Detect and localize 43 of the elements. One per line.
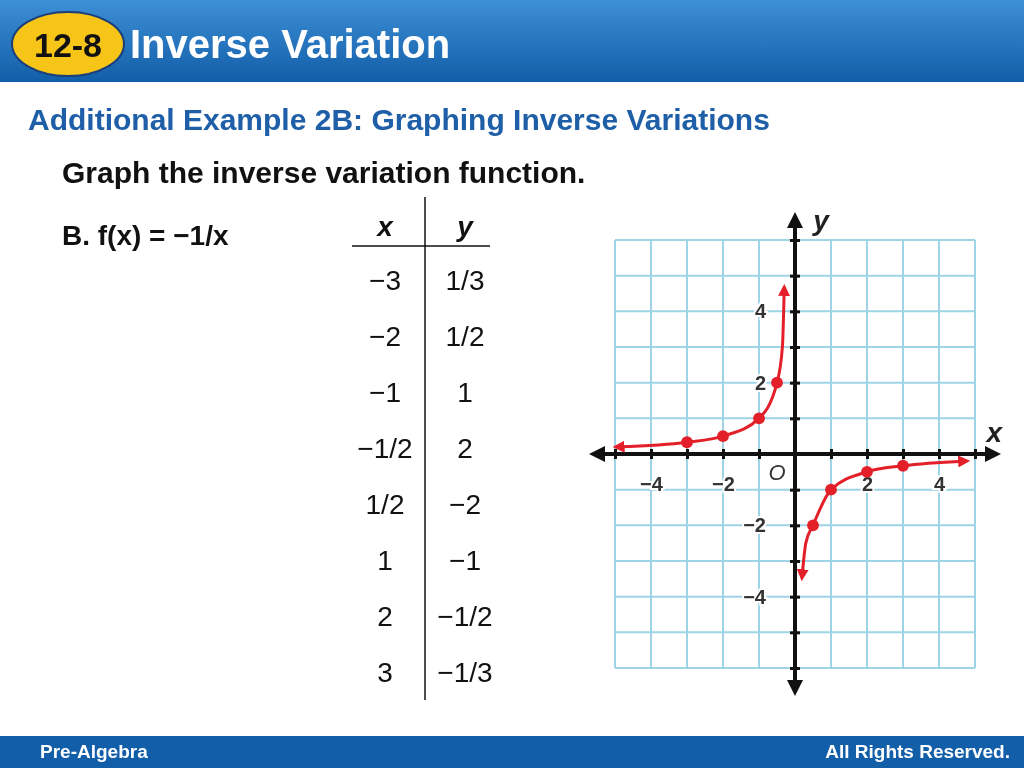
text: −2	[369, 321, 401, 352]
point	[753, 412, 765, 425]
text: 2	[457, 433, 473, 464]
chart-subtitle: Additional Example 2B: Graphing Inverse Variations	[28, 103, 770, 136]
text: x	[377, 211, 393, 242]
text: 12-8	[33, 26, 103, 64]
x-tick-label: 2	[861, 473, 874, 496]
text: Pre-Algebra	[40, 741, 149, 762]
text: −1/2	[357, 433, 413, 464]
text: −1/2	[437, 601, 493, 632]
text: 3	[377, 657, 393, 688]
x-axis-title: x	[984, 417, 1004, 448]
y-tick-label: −4	[743, 585, 767, 608]
point	[825, 483, 837, 496]
y-tick-label: 4	[754, 300, 767, 323]
text: y	[457, 211, 473, 242]
point	[861, 465, 873, 478]
point	[771, 376, 783, 389]
text: Graph the inverse variation function.	[62, 156, 586, 189]
text: B. f(x) = −1/x	[62, 220, 229, 251]
y-axis-title: y	[811, 205, 831, 236]
text: 2	[377, 601, 393, 632]
text: 1/3	[445, 265, 485, 296]
text: All Rights Reserved.	[825, 741, 1010, 762]
x-tick-label: 4	[933, 473, 946, 496]
text: 1	[457, 377, 473, 408]
text: −1	[369, 377, 401, 408]
text: 1/2	[365, 489, 405, 520]
text: 1	[377, 545, 393, 576]
y-tick-label: 2	[754, 371, 766, 394]
text: 1/2	[445, 321, 485, 352]
text: −1/3	[437, 657, 493, 688]
annotation: O	[768, 460, 786, 485]
y-tick-label: −2	[743, 514, 766, 537]
point	[681, 436, 693, 449]
point	[897, 459, 909, 472]
point	[717, 430, 729, 443]
x-tick-label: −4	[640, 473, 664, 496]
text: Inverse Variation	[130, 22, 451, 66]
point	[807, 519, 819, 532]
text: −1	[449, 545, 481, 576]
text: −3	[369, 265, 401, 296]
x-tick-label: −2	[712, 473, 735, 496]
